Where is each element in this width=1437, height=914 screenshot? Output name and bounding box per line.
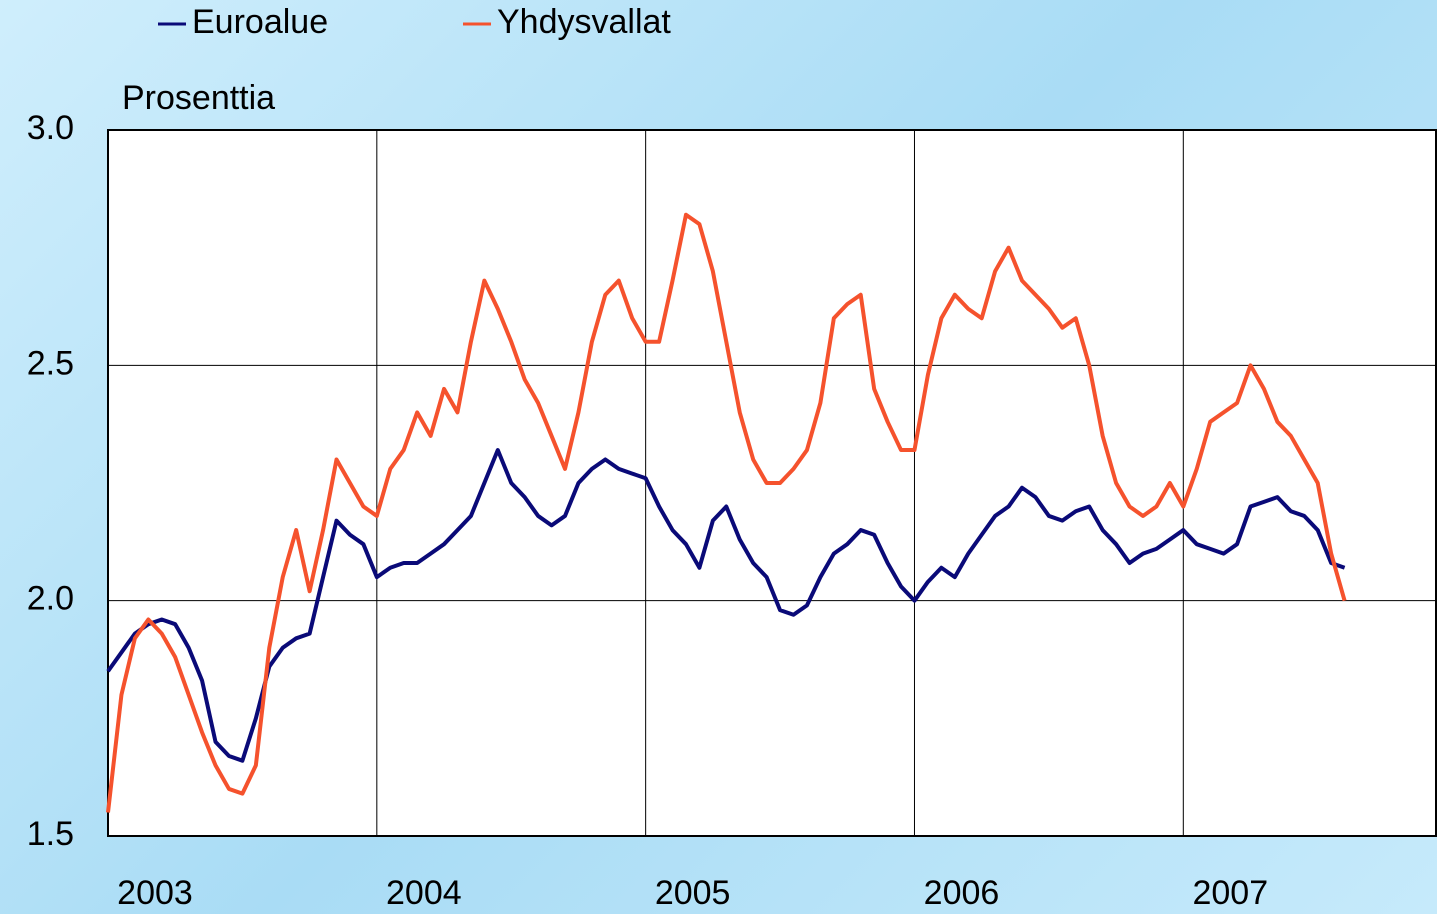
x-tick-label: 2005 bbox=[655, 874, 731, 912]
x-tick-label: 2003 bbox=[117, 874, 193, 912]
x-tick-label: 2004 bbox=[386, 874, 462, 912]
x-tick-label: 2006 bbox=[924, 874, 1000, 912]
legend-label: Euroalue bbox=[192, 3, 328, 41]
y-tick-label: 1.5 bbox=[27, 815, 74, 853]
y-axis-label: Prosenttia bbox=[122, 79, 275, 117]
y-tick-label: 2.5 bbox=[27, 344, 74, 382]
legend-label: Yhdysvallat bbox=[497, 3, 671, 41]
x-tick-label: 2007 bbox=[1192, 874, 1268, 912]
y-tick-label: 2.0 bbox=[27, 580, 74, 618]
line-series bbox=[106, 448, 1346, 763]
line-series bbox=[106, 212, 1347, 813]
y-tick-label: 3.0 bbox=[27, 109, 74, 147]
